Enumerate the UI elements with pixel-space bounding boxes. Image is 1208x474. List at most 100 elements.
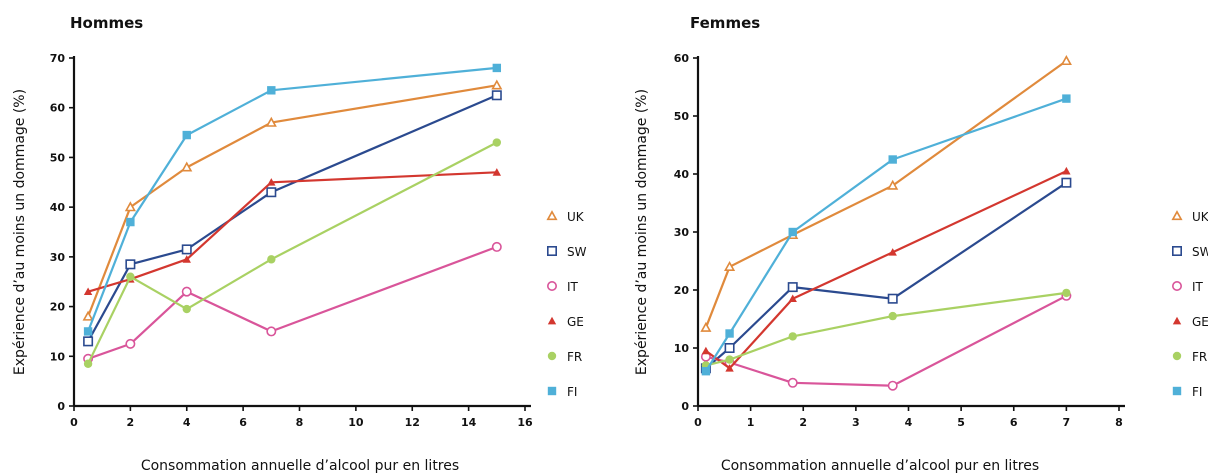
legend-marker-fr xyxy=(1172,351,1182,361)
x-tick-label-hommes: 8 xyxy=(296,416,304,429)
legend-label-fr: FR xyxy=(1192,350,1207,364)
series-it-hommes xyxy=(83,241,502,364)
data-point-uk xyxy=(887,179,899,190)
legend-label-fi: FI xyxy=(567,385,577,399)
data-point-uk xyxy=(491,79,503,90)
series-fr-hommes xyxy=(83,138,502,368)
data-point-sw xyxy=(724,342,735,353)
series-line-fr xyxy=(705,291,1067,367)
data-point-fi xyxy=(788,227,797,237)
legend-label-sw: SW xyxy=(567,245,587,259)
series-fi-femmes xyxy=(701,94,1071,376)
series-line-fi xyxy=(87,66,497,332)
series-ge-hommes xyxy=(83,168,502,296)
legend-label-sw: SW xyxy=(1192,245,1208,259)
series-line-sw xyxy=(87,94,498,342)
data-point-sw xyxy=(1061,177,1072,188)
data-point-it xyxy=(266,326,277,337)
x-tick-label-hommes: 14 xyxy=(461,416,477,429)
data-point-uk xyxy=(181,161,193,172)
x-tick-label-femmes: 3 xyxy=(852,416,860,429)
legend-marker-it xyxy=(1172,280,1183,291)
legend-label-uk: UK xyxy=(567,210,585,224)
x-tick-label-hommes: 16 xyxy=(517,416,533,429)
data-point-sw xyxy=(887,293,898,304)
legend-item-uk-femmes: UK xyxy=(1171,210,1208,224)
legend-item-ge-hommes: GE xyxy=(547,315,584,329)
x-axis-label-femmes: Consommation annuelle d’alcool pur en li… xyxy=(721,458,1039,474)
y-tick-label-hommes: 50 xyxy=(50,151,66,164)
y-tick-label-hommes: 20 xyxy=(50,301,66,314)
legend-marker-sw xyxy=(1172,246,1183,257)
chart-panel-hommes: Hommes Consommation annuelle d’alcool pu… xyxy=(12,14,587,474)
data-point-fr xyxy=(1062,288,1071,298)
data-point-fr xyxy=(126,272,135,281)
legend-item-uk-hommes: UK xyxy=(546,210,585,224)
y-tick-label-hommes: 60 xyxy=(50,102,66,115)
series-line-sw xyxy=(705,181,1068,370)
legend-label-uk: UK xyxy=(1192,210,1208,224)
legend-marker-ge xyxy=(547,316,557,325)
series-line-it xyxy=(705,294,1067,387)
data-point-sw xyxy=(787,282,798,293)
series-fr-femmes xyxy=(701,288,1071,370)
data-point-ge xyxy=(888,248,897,256)
data-point-uk xyxy=(724,260,736,271)
data-point-uk xyxy=(700,321,712,332)
data-point-fr xyxy=(267,255,276,264)
data-point-sw xyxy=(181,244,192,255)
legend-marker-fi xyxy=(547,386,557,396)
data-point-ge xyxy=(267,178,276,186)
x-tick-label-hommes: 4 xyxy=(183,416,191,429)
data-point-fr xyxy=(888,311,897,321)
y-axis-label-hommes: Expérience d’au moins un dommage (%) xyxy=(12,89,28,375)
y-tick-label-hommes: 10 xyxy=(50,350,66,363)
y-tick-label-hommes: 30 xyxy=(50,251,66,264)
data-point-fr xyxy=(83,359,93,368)
legend-label-it: IT xyxy=(567,280,579,294)
data-point-sw xyxy=(125,259,136,270)
series-it-femmes xyxy=(700,290,1072,391)
data-point-fi xyxy=(725,329,734,338)
y-tick-label-hommes: 40 xyxy=(50,201,66,214)
y-tick-label-femmes: 40 xyxy=(674,168,690,181)
x-tick-label-femmes: 0 xyxy=(694,416,702,429)
data-point-uk xyxy=(82,310,94,321)
x-tick-label-hommes: 0 xyxy=(70,416,78,429)
legend-item-it-femmes: IT xyxy=(1172,280,1204,294)
data-point-ge xyxy=(492,168,502,176)
legend-label-ge: GE xyxy=(1192,315,1208,329)
legend-item-fi-hommes: FI xyxy=(547,385,577,399)
series-line-ge xyxy=(87,171,497,293)
series-line-uk xyxy=(704,60,1068,329)
data-point-fr xyxy=(492,138,502,147)
legend-marker-uk xyxy=(546,210,558,221)
data-point-fi xyxy=(182,130,191,140)
data-point-fi xyxy=(701,367,711,376)
data-point-fi xyxy=(83,327,93,336)
legend-marker-uk xyxy=(1171,210,1183,221)
legend-item-sw-femmes: SW xyxy=(1172,245,1208,259)
legend-item-fr-femmes: FR xyxy=(1172,350,1207,364)
legend-label-fi: FI xyxy=(1192,385,1202,399)
y-tick-label-femmes: 10 xyxy=(674,342,690,355)
panel-title-femmes: Femmes xyxy=(690,14,760,32)
legend-marker-sw xyxy=(546,246,557,257)
legend-marker-it xyxy=(546,280,557,291)
y-axis-label-femmes: Expérience d’au moins un dommage (%) xyxy=(634,89,650,375)
data-point-fr xyxy=(788,332,797,341)
x-tick-label-femmes: 1 xyxy=(747,416,755,429)
data-point-it xyxy=(125,338,136,349)
data-point-uk xyxy=(124,201,136,212)
legend-label-ge: GE xyxy=(567,315,584,329)
x-tick-label-femmes: 7 xyxy=(1063,416,1071,429)
data-point-sw xyxy=(491,90,502,101)
y-tick-label-femmes: 30 xyxy=(674,226,690,239)
data-point-it xyxy=(787,377,798,388)
series-uk-hommes xyxy=(82,79,503,321)
legend-marker-fi xyxy=(1172,386,1182,396)
data-point-ge xyxy=(788,294,797,303)
x-tick-label-hommes: 10 xyxy=(348,416,364,429)
chart-panel-femmes: Femmes Consommation annuelle d’alcool pu… xyxy=(634,14,1208,474)
